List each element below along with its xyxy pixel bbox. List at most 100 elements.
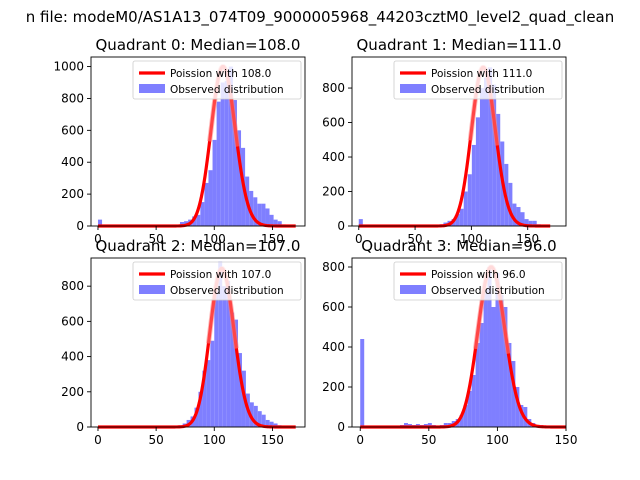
quadrant-2-ytick-label: 800	[61, 279, 84, 293]
quadrant-0-title: Quadrant 0: Median=108.0	[96, 36, 301, 54]
quadrant-2-hist-bar	[234, 319, 239, 427]
legend-poisson-label: Poission with 96.0	[431, 269, 526, 281]
figure-suptitle: n file: modeM0/AS1A13_074T09_9000005968_…	[26, 8, 615, 27]
quadrant-0-hist-bar	[216, 101, 221, 226]
quadrant-2-hist-bar	[269, 421, 274, 427]
quadrant-2-title: Quadrant 2: Median=107.0	[96, 237, 301, 255]
quadrant-1-hist-bar	[467, 174, 472, 226]
quadrant-2-hist-bar	[261, 414, 266, 427]
quadrant-0-hist-bar	[228, 66, 233, 226]
legend-box	[393, 261, 563, 301]
quadrant-1-hist-bar	[488, 67, 493, 226]
quadrant-1-hist-bar	[479, 88, 485, 226]
quadrant-1-axes-frame	[351, 56, 567, 227]
legend-poisson-label: Poission with 107.0	[170, 269, 271, 281]
legend-box	[132, 60, 302, 100]
quadrant-3-hist-bar	[499, 295, 504, 427]
quadrant-1-hist-bar	[471, 144, 476, 226]
quadrant-1-hist-bar	[508, 182, 513, 226]
quadrant-2-hist-bar	[218, 261, 223, 427]
quadrant-3-hist-bar	[475, 343, 480, 427]
quadrant-2-hist-bar	[238, 353, 242, 427]
quadrant-0-hist-bar	[232, 100, 237, 226]
quadrant-2-hist-bar	[249, 402, 254, 427]
quadrant-2-hist-bar	[265, 419, 270, 427]
quadrant-3-hist-bar	[459, 415, 464, 427]
legend-poisson-label: Poission with 111.0	[431, 68, 532, 80]
quadrant-1-hist-bar	[512, 203, 517, 226]
legend-hist-swatch	[400, 84, 426, 93]
legend-hist-label: Observed distribution	[170, 84, 284, 96]
quadrant-2-hist-bar	[253, 405, 258, 427]
quadrant-1-hist-bar	[484, 77, 489, 226]
quadrant-0-xtick-label: 50	[148, 232, 163, 246]
quadrant-0-xtick-label: 150	[261, 232, 284, 246]
quadrant-1-ytick-label: 200	[322, 185, 345, 199]
quadrant-0-ytick-label: 1000	[53, 60, 84, 74]
quadrant-0-hist-bar	[249, 190, 254, 226]
quadrant-2-axes-frame	[90, 257, 306, 428]
quadrant-1-hist-bar	[475, 117, 480, 226]
legend-box	[393, 60, 563, 100]
quadrant-3-xtick-label: 150	[555, 433, 578, 447]
quadrant-1-xtick-label: 0	[355, 232, 363, 246]
quadrant-0-panel: Quadrant 0: Median=108.0 0 50 100 150 0 200 400…	[53, 36, 306, 246]
quadrant-0-hist-bar	[200, 202, 205, 226]
quadrant-3-ytick-label: 0	[337, 420, 345, 434]
quadrant-0-hist-bar	[97, 219, 103, 226]
quadrant-1-ytick-label: 0	[337, 219, 345, 233]
quadrant-0-ytick-label: 800	[61, 91, 84, 105]
quadrant-2-hist-bar	[194, 407, 199, 427]
quadrant-3-title: Quadrant 3: Median=96.0	[361, 237, 556, 255]
quadrant-3-xtick-label: 100	[486, 433, 509, 447]
legend-hist-label: Observed distribution	[170, 285, 284, 297]
quadrant-3-hist-bar	[427, 423, 432, 427]
quadrant-1-ytick-label: 600	[322, 116, 345, 130]
quadrant-0-hist-bar	[224, 80, 229, 226]
quadrant-1-hist-bar	[496, 113, 501, 226]
quadrant-3-hist-bar	[463, 405, 468, 427]
quadrant-0-hist-bar	[277, 221, 282, 226]
quadrant-1-hist-bar	[463, 191, 468, 226]
quadrant-2-hist-bar	[230, 312, 235, 427]
quadrant-1-hist-bar	[524, 219, 529, 226]
quadrant-2-xtick-label: 150	[261, 433, 284, 447]
quadrant-2-hist-bar	[210, 340, 215, 427]
quadrant-3-hist-bar	[495, 273, 500, 427]
quadrant-3-hist-bar	[360, 339, 365, 427]
quadrant-1-panel: Quadrant 1: Median=111.0 0 50 100 150 0 200 400…	[322, 36, 567, 246]
quadrant-0-axes-frame	[90, 56, 306, 227]
quadrant-3-hist-bar	[491, 307, 496, 427]
quadrant-0-xtick-label: 0	[94, 232, 102, 246]
quadrant-1-hist-bar	[528, 220, 533, 226]
quadrant-0-hist-bar	[253, 197, 258, 226]
quadrant-3-ytick-label: 800	[322, 260, 345, 274]
legend-hist-swatch	[139, 285, 165, 294]
quadrant-2-ytick-label: 200	[61, 385, 84, 399]
quadrant-3-legend: Poission with 96.0 Observed distribution	[393, 261, 563, 301]
quadrant-2-hist-bar	[202, 370, 207, 427]
quadrant-3-hist-bar	[443, 423, 448, 427]
quadrant-0-hist-bar	[208, 170, 213, 226]
quadrant-2-hist-bar	[198, 391, 203, 427]
quadrant-3-hist-bar	[483, 289, 488, 427]
quadrant-2-panel: Quadrant 2: Median=107.0 0 50 100 150 0 200 400…	[61, 237, 306, 447]
quadrant-0-hist-bar	[179, 222, 185, 226]
quadrant-3-hist-bar	[403, 423, 408, 427]
quadrant-1-legend: Poission with 111.0 Observed distribution	[393, 60, 563, 100]
quadrant-2-ytick-label: 400	[61, 350, 84, 364]
quadrant-2-hist-bar	[257, 411, 262, 427]
quadrant-3-hist-bar	[515, 387, 520, 427]
quadrant-3-hist-bar	[487, 267, 492, 427]
quadrant-3-hist-bar	[479, 323, 484, 427]
quadrant-3-ytick-label: 600	[322, 300, 345, 314]
quadrant-1-xtick-label: 100	[460, 232, 483, 246]
quadrant-2-legend: Poission with 107.0 Observed distribution	[132, 261, 302, 301]
quadrant-3-hist-bar	[471, 375, 476, 427]
quadrant-1-hist-bar	[532, 220, 537, 226]
quadrant-3-axes-frame	[351, 257, 567, 428]
quadrant-2-hist-bar	[206, 360, 211, 427]
quadrant-3-hist-bar	[511, 361, 516, 427]
quadrant-1-xtick-label: 150	[516, 232, 539, 246]
legend-hist-label: Observed distribution	[431, 84, 545, 96]
